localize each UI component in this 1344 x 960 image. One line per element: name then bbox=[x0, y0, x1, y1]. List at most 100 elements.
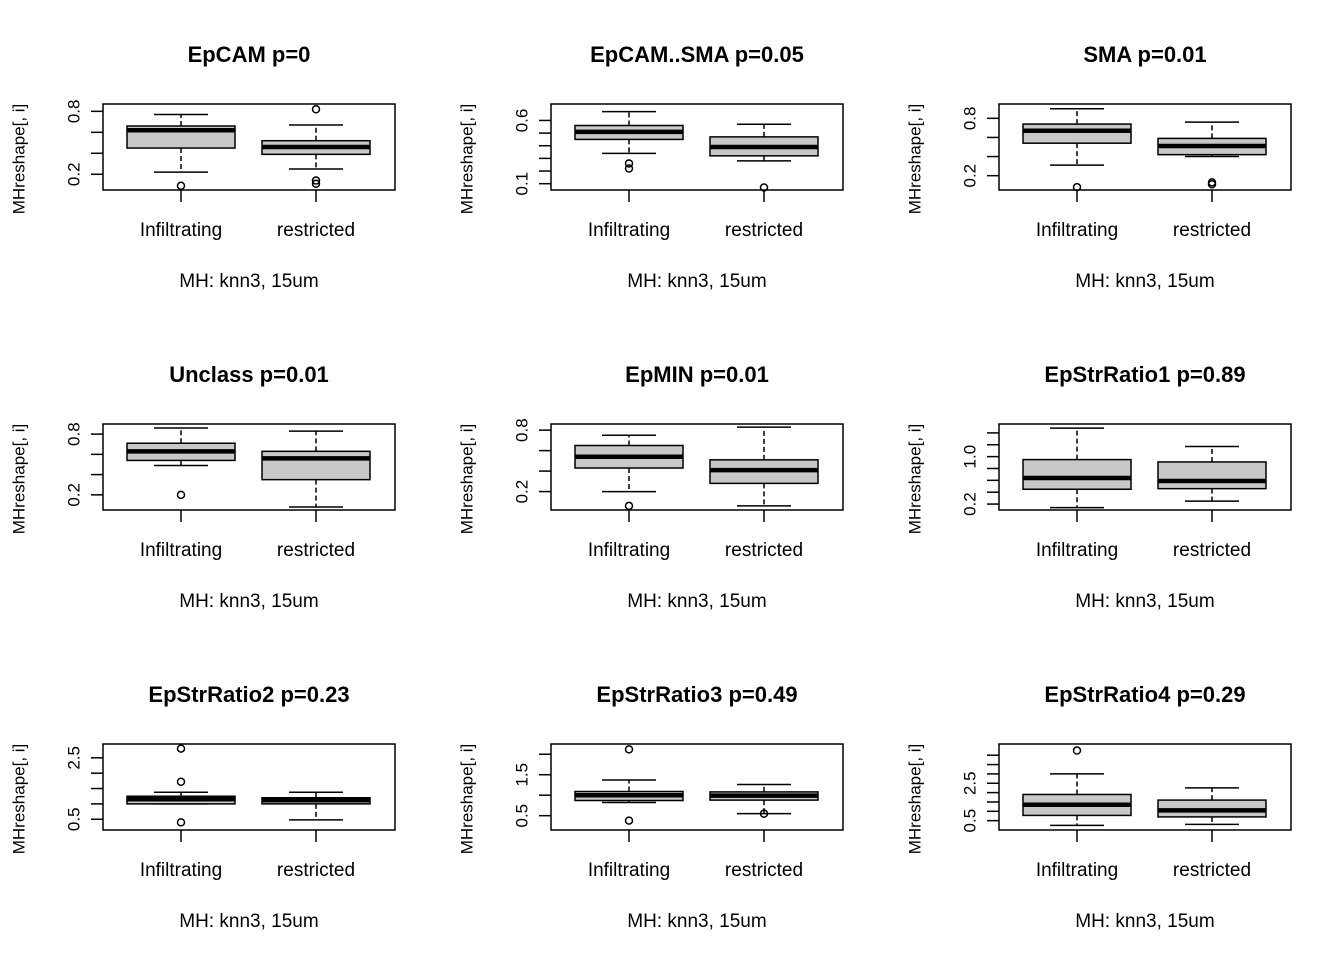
plot-frame bbox=[998, 103, 1292, 191]
y-axis-label: MHreshape[, i] bbox=[458, 104, 477, 215]
panel-7: EpStrRatio2 p=0.23 0.5 2.5 MHreshape[, i] In… bbox=[10, 682, 396, 932]
outlier-point bbox=[176, 744, 186, 753]
category-label: restricted bbox=[277, 540, 355, 561]
category-label: Infiltrating bbox=[140, 540, 222, 561]
iqr-box bbox=[1022, 123, 1132, 144]
x-axis-label: MH: knn3, 15um bbox=[179, 271, 318, 292]
box-restricted bbox=[709, 426, 819, 507]
y-tick-label: 0.8 bbox=[961, 107, 980, 131]
plot-frame bbox=[998, 423, 1292, 511]
panel-4: Unclass p=0.01 0.2 0.8 MHreshape[, i] Infilt… bbox=[10, 362, 396, 612]
category-label: restricted bbox=[725, 220, 803, 241]
category-label: Infiltrating bbox=[588, 860, 670, 881]
box-infiltrating bbox=[1022, 108, 1132, 192]
category-label: restricted bbox=[725, 860, 803, 881]
y-tick-label: 0.6 bbox=[513, 109, 532, 133]
category-label: restricted bbox=[1173, 220, 1251, 241]
box-infiltrating bbox=[574, 434, 684, 511]
panel-title: EpStrRatio2 p=0.23 bbox=[148, 682, 349, 707]
box-restricted bbox=[709, 123, 819, 192]
x-axis-label: MH: knn3, 15um bbox=[179, 591, 318, 612]
box-infiltrating bbox=[126, 427, 236, 500]
y-axis-label: MHreshape[, i] bbox=[10, 744, 29, 855]
box-restricted bbox=[1157, 121, 1267, 189]
box-restricted bbox=[1157, 787, 1267, 826]
panel-1: EpCAM p=0 0.2 0.8 MHreshape[, i] Infiltratin… bbox=[10, 42, 396, 292]
panel-5: EpMIN p=0.01 0.2 0.8 MHreshape[, i] Infiltra… bbox=[458, 362, 844, 612]
x-axis-label: MH: knn3, 15um bbox=[1075, 911, 1214, 932]
box-restricted bbox=[709, 783, 819, 818]
outlier-point bbox=[311, 176, 321, 185]
y-tick-label: 2.5 bbox=[65, 746, 84, 770]
box-infiltrating bbox=[126, 744, 236, 827]
y-axis-label: MHreshape[, i] bbox=[458, 744, 477, 855]
box-infiltrating bbox=[574, 745, 684, 825]
iqr-box bbox=[1022, 458, 1132, 490]
category-label: Infiltrating bbox=[588, 540, 670, 561]
outlier-point bbox=[176, 490, 186, 500]
outlier-point bbox=[624, 501, 634, 511]
box-infiltrating bbox=[1022, 746, 1132, 827]
panel-title: EpStrRatio1 p=0.89 bbox=[1044, 362, 1245, 387]
category-label: restricted bbox=[1173, 540, 1251, 561]
y-tick-label: 0.5 bbox=[65, 807, 84, 831]
box-restricted bbox=[261, 791, 371, 821]
y-tick-label: 0.2 bbox=[513, 480, 532, 504]
outlier-point bbox=[624, 164, 634, 173]
outlier-point bbox=[624, 816, 634, 825]
box-restricted bbox=[261, 104, 371, 188]
y-axis-label: MHreshape[, i] bbox=[906, 424, 925, 535]
y-tick-label: 1.0 bbox=[961, 445, 980, 469]
panel-title: EpStrRatio4 p=0.29 bbox=[1044, 682, 1245, 707]
y-tick-label: 0.8 bbox=[65, 100, 84, 124]
plot-frame bbox=[550, 103, 844, 191]
category-label: restricted bbox=[277, 860, 355, 881]
outlier-point bbox=[311, 104, 321, 114]
category-label: Infiltrating bbox=[1036, 860, 1118, 881]
plot-frame bbox=[102, 103, 396, 191]
box-infiltrating bbox=[574, 110, 684, 173]
outlier-point bbox=[624, 159, 634, 168]
panel-title: EpCAM p=0 bbox=[188, 42, 311, 67]
y-tick-label: 1.5 bbox=[513, 763, 532, 787]
y-tick-label: 0.2 bbox=[961, 492, 980, 516]
category-label: restricted bbox=[1173, 860, 1251, 881]
iqr-box bbox=[261, 450, 371, 481]
panel-title: EpMIN p=0.01 bbox=[625, 362, 769, 387]
x-axis-label: MH: knn3, 15um bbox=[1075, 591, 1214, 612]
plot-frame bbox=[102, 423, 396, 511]
category-label: Infiltrating bbox=[588, 220, 670, 241]
category-label: Infiltrating bbox=[140, 860, 222, 881]
panel-6: EpStrRatio1 p=0.89 0.2 1.0 MHreshape[, i] In… bbox=[906, 362, 1292, 612]
panel-title: EpStrRatio3 p=0.49 bbox=[596, 682, 797, 707]
y-tick-label: 0.8 bbox=[513, 418, 532, 442]
panel-title: SMA p=0.01 bbox=[1083, 42, 1206, 67]
panel-8: EpStrRatio3 p=0.49 0.5 1.5 MHreshape[, i] In… bbox=[458, 682, 844, 932]
y-tick-label: 0.2 bbox=[65, 162, 84, 186]
category-label: Infiltrating bbox=[140, 220, 222, 241]
box-restricted bbox=[261, 430, 371, 508]
category-label: Infiltrating bbox=[1036, 220, 1118, 241]
y-tick-label: 2.5 bbox=[961, 771, 980, 795]
panel-title: Unclass p=0.01 bbox=[169, 362, 329, 387]
y-tick-label: 0.8 bbox=[65, 422, 84, 446]
y-axis-label: MHreshape[, i] bbox=[10, 104, 29, 215]
y-tick-label: 0.5 bbox=[961, 809, 980, 833]
outlier-point bbox=[176, 818, 186, 827]
x-axis-label: MH: knn3, 15um bbox=[627, 271, 766, 292]
plot-frame bbox=[550, 423, 844, 511]
x-axis-label: MH: knn3, 15um bbox=[627, 591, 766, 612]
x-axis-label: MH: knn3, 15um bbox=[1075, 271, 1214, 292]
y-tick-label: 0.1 bbox=[513, 172, 532, 196]
category-label: Infiltrating bbox=[1036, 540, 1118, 561]
y-axis-label: MHreshape[, i] bbox=[10, 424, 29, 535]
plot-frame bbox=[102, 743, 396, 831]
y-axis-label: MHreshape[, i] bbox=[906, 744, 925, 855]
y-tick-label: 0.2 bbox=[65, 483, 84, 507]
panel-9: EpStrRatio4 p=0.29 0.5 2.5 MHreshape[, i] In… bbox=[906, 682, 1292, 932]
box-infiltrating bbox=[126, 113, 236, 191]
outlier-point bbox=[1072, 746, 1082, 755]
x-axis-label: MH: knn3, 15um bbox=[179, 911, 318, 932]
iqr-box bbox=[1157, 461, 1267, 490]
